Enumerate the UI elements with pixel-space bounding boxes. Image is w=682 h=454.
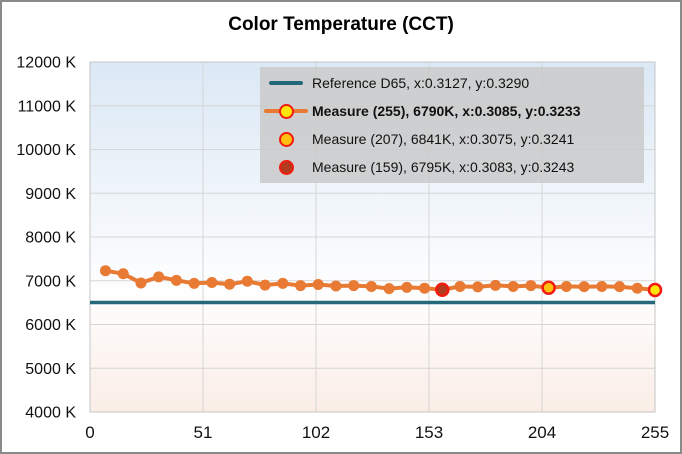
legend-item-reference: Reference D65, x:0.3127, y:0.3290	[260, 70, 644, 97]
data-point	[206, 277, 218, 288]
data-point	[401, 281, 413, 293]
highlight-point-207	[541, 280, 556, 295]
data-point	[596, 280, 608, 292]
y-tick-label: 8000 K	[25, 230, 76, 247]
highlight-point-255	[647, 282, 663, 298]
y-tick-label: 4000 K	[25, 405, 76, 422]
y-tick-label: 6000 K	[25, 317, 76, 334]
data-point	[224, 278, 236, 290]
y-tick-label: 9000 K	[25, 186, 76, 203]
legend-item-measure-207: Measure (207), 6841K, x:0.3075, y:0.3241	[260, 126, 644, 153]
y-tick-label: 10000 K	[16, 142, 76, 159]
legend-label: Measure (255), 6790K, x:0.3085, y:0.3233	[312, 103, 581, 119]
data-point	[100, 265, 112, 277]
data-point	[383, 283, 395, 295]
data-point	[365, 280, 377, 292]
data-point	[348, 280, 360, 292]
chart-legend: Reference D65, x:0.3127, y:0.3290 Measur…	[260, 67, 644, 183]
measure-207-marker-icon	[260, 131, 312, 147]
data-point	[454, 280, 466, 292]
data-point	[472, 281, 484, 293]
y-tick-label: 12000 K	[16, 55, 76, 72]
data-point	[312, 278, 324, 290]
reference-line-swatch-icon	[260, 81, 312, 85]
data-point	[419, 282, 431, 294]
data-point	[188, 277, 200, 289]
data-point	[117, 268, 129, 280]
x-tick-label: 255	[641, 423, 669, 442]
measure-159-marker-icon	[260, 159, 312, 175]
x-tick-label: 204	[528, 423, 556, 442]
data-point	[259, 279, 271, 291]
data-point	[614, 281, 626, 293]
legend-label: Measure (159), 6795K, x:0.3083, y:0.3243	[312, 159, 575, 175]
y-tick-label: 7000 K	[25, 273, 76, 290]
chart-title: Color Temperature (CCT)	[228, 14, 454, 35]
y-tick-label: 5000 K	[25, 361, 76, 378]
data-point	[507, 280, 519, 292]
highlight-point-159	[435, 282, 450, 297]
data-point	[294, 280, 306, 292]
plot-border	[89, 61, 656, 413]
data-point	[525, 280, 537, 292]
y-tick-label: 11000 K	[18, 98, 77, 115]
data-point	[241, 275, 253, 287]
data-point	[135, 277, 147, 289]
x-tick-label: 51	[194, 423, 213, 442]
x-tick-label: 102	[302, 423, 330, 442]
measure-255-marker-icon	[260, 103, 312, 119]
data-point	[153, 271, 165, 283]
x-tick-label: 0	[85, 423, 94, 442]
data-point	[578, 281, 590, 293]
data-point	[560, 280, 572, 292]
data-point	[489, 279, 501, 291]
legend-item-measure-159: Measure (159), 6795K, x:0.3083, y:0.3243	[260, 154, 644, 181]
legend-label: Reference D65, x:0.3127, y:0.3290	[312, 75, 530, 91]
legend-item-measure-255: Measure (255), 6790K, x:0.3085, y:0.3233	[260, 98, 644, 125]
legend-label: Measure (207), 6841K, x:0.3075, y:0.3241	[312, 131, 575, 147]
data-point	[170, 274, 182, 286]
data-point	[330, 280, 342, 292]
data-point	[631, 282, 643, 294]
x-tick-label: 153	[415, 423, 443, 442]
data-point	[277, 277, 289, 289]
